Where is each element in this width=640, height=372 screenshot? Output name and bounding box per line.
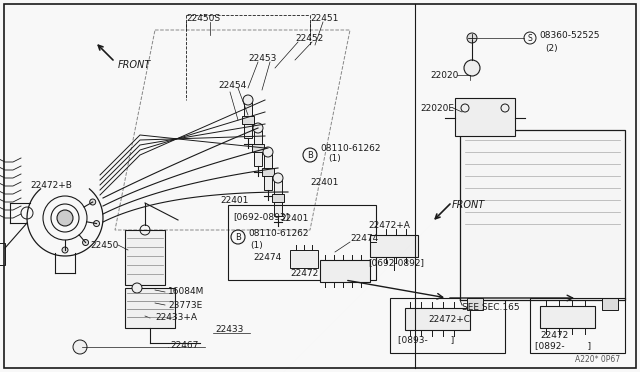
Bar (125, 288, 175, 328)
Text: 22472: 22472 (540, 331, 568, 340)
Text: B: B (235, 232, 241, 241)
Bar (125, 230, 165, 285)
Text: 22472: 22472 (290, 269, 318, 278)
Circle shape (132, 283, 142, 293)
Text: [0692-0893]: [0692-0893] (233, 212, 289, 221)
Bar (467, 298, 483, 310)
Bar (390, 298, 505, 353)
Text: 22401: 22401 (280, 214, 308, 222)
Bar (455, 98, 515, 136)
Bar (460, 130, 625, 300)
Bar (252, 144, 264, 152)
Bar (262, 168, 274, 176)
Bar (290, 250, 318, 268)
Bar (540, 306, 595, 328)
Text: 22433+A: 22433+A (155, 314, 197, 323)
Text: 22467: 22467 (170, 340, 198, 350)
Circle shape (253, 123, 263, 133)
Text: (2): (2) (545, 44, 557, 52)
Text: 22401: 22401 (220, 196, 248, 205)
Circle shape (90, 199, 96, 205)
Text: 08110-61262: 08110-61262 (248, 228, 308, 237)
Circle shape (243, 95, 253, 105)
Bar (320, 260, 370, 282)
Text: (1): (1) (250, 241, 263, 250)
Text: [0692-0892]: [0692-0892] (368, 259, 424, 267)
Text: 16084M: 16084M (168, 288, 204, 296)
Text: B: B (307, 151, 313, 160)
Text: 22433: 22433 (215, 326, 243, 334)
Bar (0, 243, 5, 265)
Text: 22020E: 22020E (420, 103, 454, 112)
Text: (1): (1) (328, 154, 340, 163)
Circle shape (467, 33, 477, 43)
Text: S: S (527, 33, 532, 42)
Text: 22401: 22401 (310, 177, 339, 186)
Text: 22472+B: 22472+B (30, 180, 72, 189)
Bar (530, 298, 625, 353)
Circle shape (73, 340, 87, 354)
Circle shape (57, 210, 73, 226)
Text: A220* 0P67: A220* 0P67 (575, 356, 620, 365)
Circle shape (62, 247, 68, 253)
Text: [0892-        ]: [0892- ] (535, 341, 591, 350)
Bar (242, 116, 254, 124)
Bar (264, 154, 272, 190)
Text: FRONT: FRONT (452, 200, 485, 210)
Text: FRONT: FRONT (118, 60, 151, 70)
Text: 22020: 22020 (430, 71, 458, 80)
Text: 22472+C: 22472+C (428, 314, 470, 324)
Bar (254, 130, 262, 166)
Circle shape (93, 221, 99, 227)
Text: 08110-61262: 08110-61262 (320, 144, 381, 153)
Text: SEE SEC.165: SEE SEC.165 (462, 304, 520, 312)
Bar (370, 235, 418, 257)
Text: 22450: 22450 (90, 241, 118, 250)
Text: 23773E: 23773E (168, 301, 202, 310)
Text: 22453: 22453 (248, 54, 276, 62)
Text: 22450S: 22450S (186, 13, 220, 22)
Bar (272, 194, 284, 202)
Bar (405, 308, 470, 330)
Circle shape (464, 60, 480, 76)
Circle shape (263, 147, 273, 157)
Bar (244, 102, 252, 138)
Text: [0893-        ]: [0893- ] (398, 336, 454, 344)
Bar (274, 180, 282, 216)
Text: 08360-52525: 08360-52525 (539, 31, 600, 39)
Text: 22452: 22452 (295, 33, 323, 42)
Bar (228, 205, 376, 280)
Text: 22474: 22474 (253, 253, 281, 263)
Text: 22474: 22474 (350, 234, 378, 243)
Text: 22454: 22454 (218, 80, 246, 90)
Circle shape (83, 240, 88, 246)
Text: 22472+A: 22472+A (368, 221, 410, 230)
Text: 22451: 22451 (310, 13, 339, 22)
Bar (602, 298, 618, 310)
Circle shape (273, 173, 283, 183)
